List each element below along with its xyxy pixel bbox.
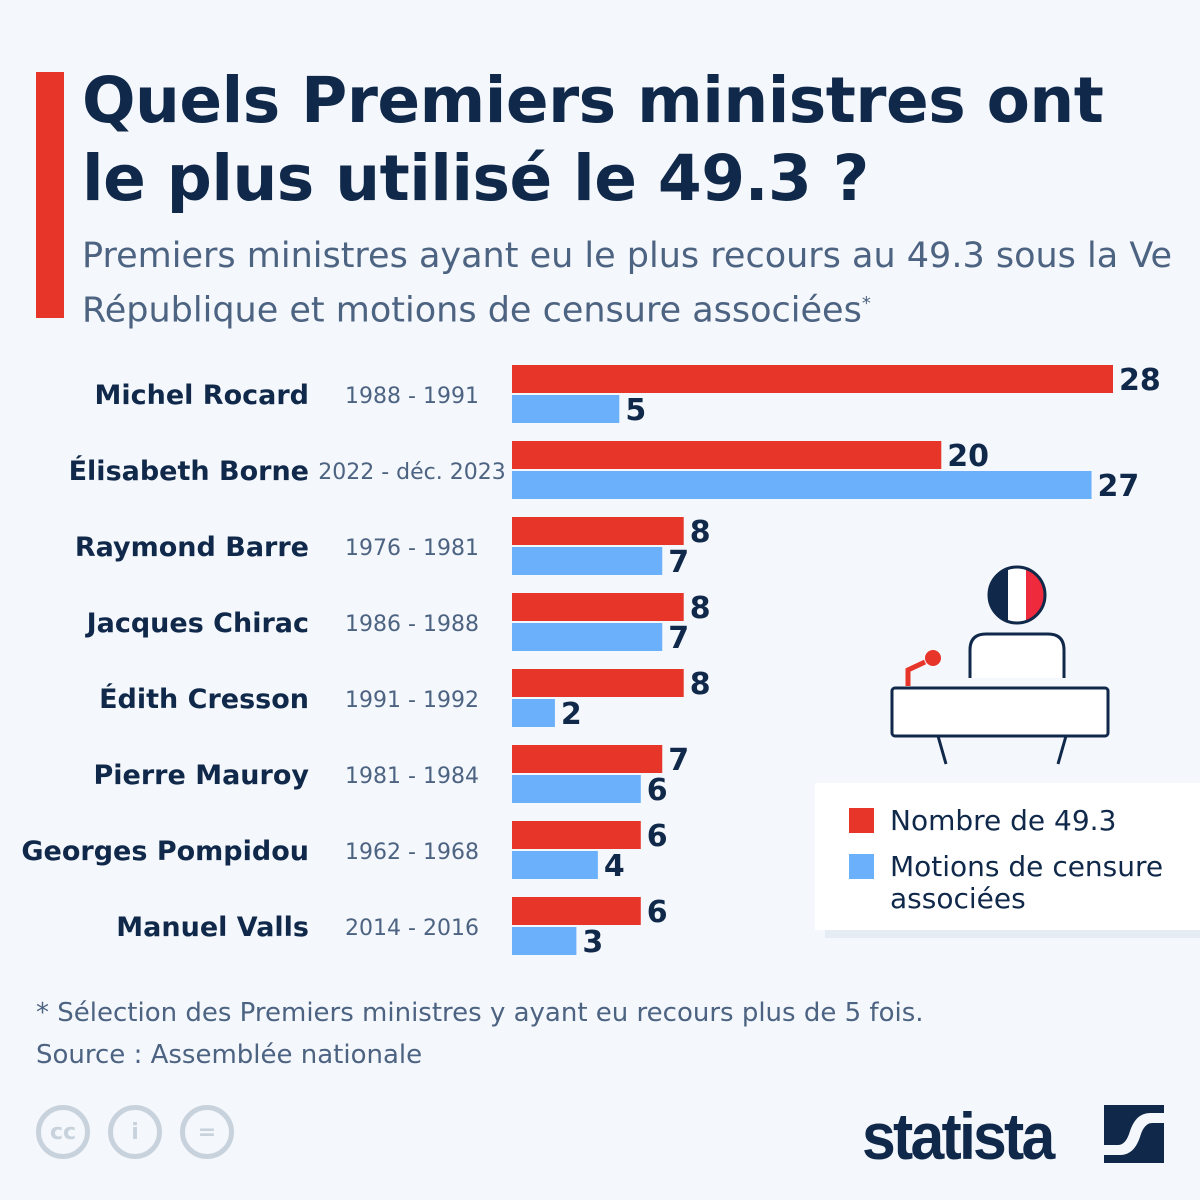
data-label: 8 bbox=[690, 515, 711, 550]
data-label: 27 bbox=[1098, 469, 1140, 504]
data-label: 8 bbox=[690, 667, 711, 702]
chart-title: Quels Premiers ministres ont le plus uti… bbox=[82, 64, 1104, 215]
period-label: 1988 - 1991 bbox=[345, 384, 479, 409]
bar-49-3 bbox=[512, 821, 641, 849]
legend-swatch-blue bbox=[849, 854, 874, 879]
category-label: Michel Rocard bbox=[94, 380, 309, 411]
title-accent-bar bbox=[36, 72, 64, 318]
subtitle-footnote-mark: * bbox=[861, 293, 871, 314]
cc-icon[interactable]: cc bbox=[36, 1105, 90, 1159]
bar-motions bbox=[512, 471, 1092, 499]
chart-subtitle: Premiers ministres ayant eu le plus reco… bbox=[82, 232, 1182, 335]
bar-49-3 bbox=[512, 517, 684, 545]
period-label: 1962 - 1968 bbox=[345, 840, 479, 865]
category-label: Édith Cresson bbox=[99, 683, 309, 715]
category-label: Élisabeth Borne bbox=[69, 455, 309, 487]
bar-49-3 bbox=[512, 365, 1113, 393]
data-label: 7 bbox=[668, 545, 689, 580]
data-label: 3 bbox=[582, 925, 603, 960]
bar-49-3 bbox=[512, 593, 684, 621]
bar-motions bbox=[512, 851, 598, 879]
period-label: 2014 - 2016 bbox=[345, 916, 479, 941]
chart-notes: * Sélection des Premiers ministres y aya… bbox=[36, 992, 924, 1076]
data-label: 6 bbox=[647, 895, 668, 930]
data-label: 7 bbox=[668, 743, 689, 778]
statista-logo[interactable]: statista bbox=[862, 1098, 1055, 1174]
bar-motions bbox=[512, 927, 577, 955]
category-label: Manuel Valls bbox=[116, 912, 309, 943]
bar-motions bbox=[512, 395, 620, 423]
category-label: Jacques Chirac bbox=[85, 608, 309, 639]
attribution-icon[interactable]: i bbox=[108, 1105, 162, 1159]
legend-item-motions: Motions de censure associées bbox=[849, 851, 1179, 915]
footnote: * Sélection des Premiers ministres y aya… bbox=[36, 998, 924, 1028]
bar-motions bbox=[512, 699, 555, 727]
data-label: 6 bbox=[647, 773, 668, 808]
legend-item-49-3: Nombre de 49.3 bbox=[849, 805, 1116, 837]
category-label: Georges Pompidou bbox=[21, 836, 309, 867]
data-label: 8 bbox=[690, 591, 711, 626]
bar-49-3 bbox=[512, 897, 641, 925]
legend: Nombre de 49.3 Motions de censure associ… bbox=[815, 783, 1200, 930]
legend-label: Motions de censure associées bbox=[890, 850, 1164, 915]
data-label: 28 bbox=[1119, 363, 1161, 398]
period-label: 2022 - déc. 2023 bbox=[318, 460, 505, 485]
category-label: Pierre Mauroy bbox=[94, 760, 310, 791]
bar-49-3 bbox=[512, 441, 942, 469]
bar-motions bbox=[512, 623, 663, 651]
data-label: 2 bbox=[561, 697, 582, 732]
data-label: 7 bbox=[668, 621, 689, 656]
period-label: 1986 - 1988 bbox=[345, 612, 479, 637]
no-derivatives-icon[interactable]: = bbox=[180, 1105, 234, 1159]
data-label: 5 bbox=[625, 393, 646, 428]
legend-swatch-red bbox=[849, 808, 874, 833]
period-label: 1976 - 1981 bbox=[345, 536, 479, 561]
data-label: 4 bbox=[604, 849, 625, 884]
bar-motions bbox=[512, 775, 641, 803]
bar-motions bbox=[512, 547, 663, 575]
data-label: 6 bbox=[647, 819, 668, 854]
source: Source : Assemblée nationale bbox=[36, 1040, 423, 1070]
statista-logo-icon bbox=[1104, 1105, 1164, 1163]
podium-illustration bbox=[890, 565, 1110, 765]
bar-49-3 bbox=[512, 745, 663, 773]
period-label: 1991 - 1992 bbox=[345, 688, 479, 713]
data-label: 20 bbox=[947, 439, 989, 474]
bar-49-3 bbox=[512, 669, 684, 697]
category-label: Raymond Barre bbox=[75, 532, 309, 563]
subtitle-text: Premiers ministres ayant eu le plus reco… bbox=[82, 236, 1173, 331]
brand-text: statista bbox=[862, 1099, 1055, 1173]
period-label: 1981 - 1984 bbox=[345, 764, 479, 789]
legend-label: Nombre de 49.3 bbox=[890, 804, 1117, 837]
